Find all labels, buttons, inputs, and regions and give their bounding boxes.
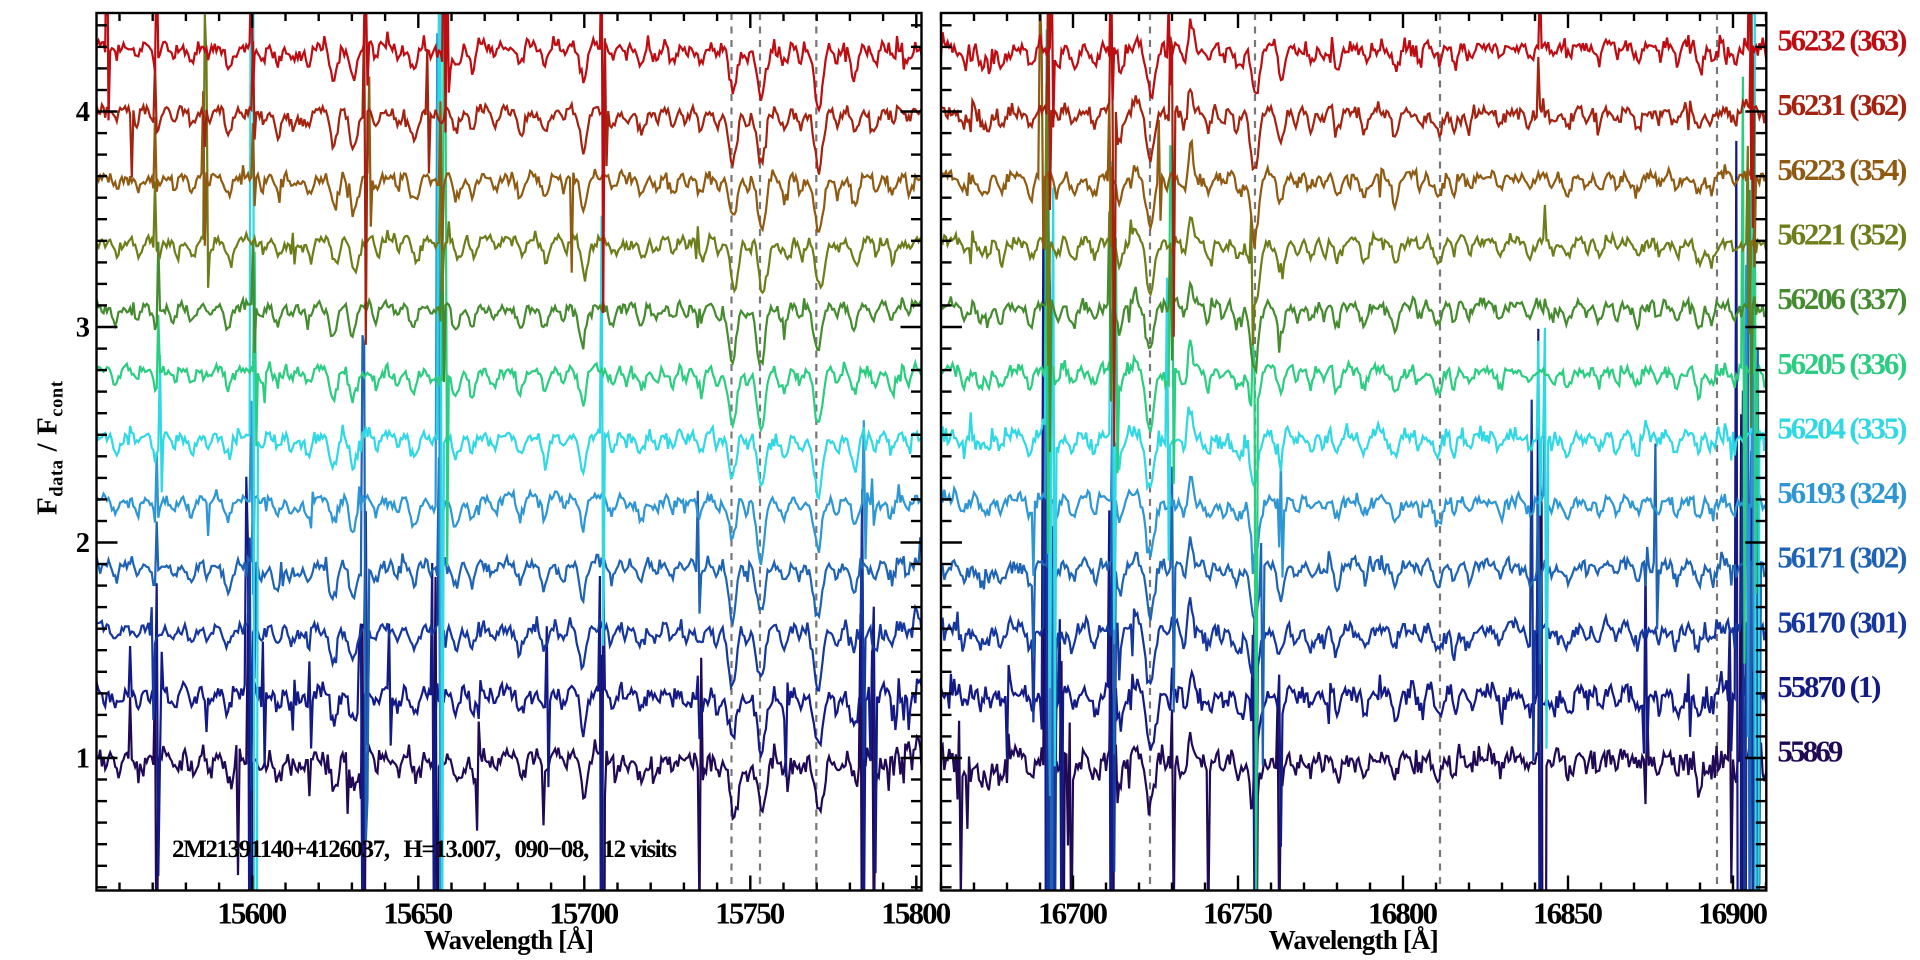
svg-text:16850: 16850 bbox=[1533, 896, 1603, 931]
svg-text:16800: 16800 bbox=[1368, 896, 1438, 931]
svg-text:15800: 15800 bbox=[881, 896, 951, 931]
svg-text:Wavelength [Å]: Wavelength [Å] bbox=[424, 925, 594, 955]
svg-text:15600: 15600 bbox=[217, 896, 287, 931]
svg-text:Wavelength [Å]: Wavelength [Å] bbox=[1269, 925, 1439, 955]
svg-text:55870 (1): 55870 (1) bbox=[1777, 669, 1881, 704]
svg-text:56170 (301): 56170 (301) bbox=[1777, 604, 1907, 639]
svg-text:56223 (354): 56223 (354) bbox=[1777, 152, 1907, 187]
svg-text:56204 (335): 56204 (335) bbox=[1777, 410, 1907, 445]
svg-text:56221 (352): 56221 (352) bbox=[1777, 217, 1907, 252]
svg-text:56231 (362): 56231 (362) bbox=[1777, 87, 1907, 122]
svg-text:16700: 16700 bbox=[1038, 896, 1108, 931]
svg-text:15700: 15700 bbox=[549, 896, 619, 931]
svg-text:56206 (337): 56206 (337) bbox=[1777, 281, 1907, 316]
svg-text:2M21391140+4126037, H=13.007: 2M21391140+4126037, H=13.007, 090−08, 12… bbox=[172, 836, 677, 863]
svg-text:56193 (324): 56193 (324) bbox=[1777, 475, 1907, 510]
svg-text:56205 (336): 56205 (336) bbox=[1777, 346, 1907, 381]
svg-text:16900: 16900 bbox=[1698, 896, 1768, 931]
svg-text:2: 2 bbox=[76, 528, 90, 559]
svg-text:3: 3 bbox=[76, 313, 90, 344]
svg-text:15750: 15750 bbox=[715, 896, 785, 931]
svg-text:56171 (302): 56171 (302) bbox=[1777, 540, 1907, 575]
svg-text:16750: 16750 bbox=[1203, 896, 1273, 931]
svg-text:55869: 55869 bbox=[1777, 734, 1843, 769]
svg-text:15650: 15650 bbox=[383, 896, 453, 931]
svg-text:4: 4 bbox=[76, 97, 90, 128]
svg-text:56232 (363): 56232 (363) bbox=[1777, 23, 1907, 58]
svg-text:1: 1 bbox=[76, 744, 90, 775]
